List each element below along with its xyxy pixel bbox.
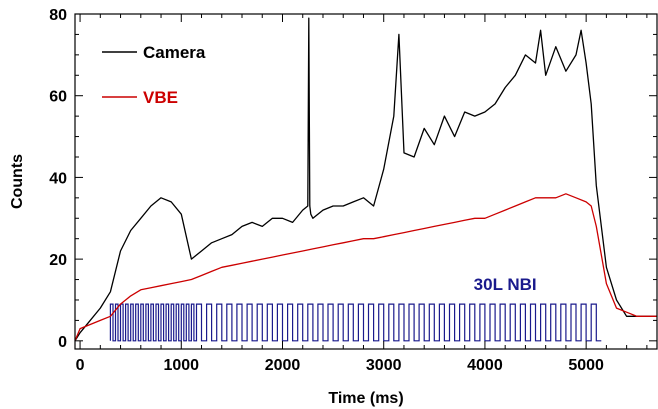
plot-frame (74, 13, 658, 350)
x-tick-label: 2000 (265, 357, 301, 374)
nbi-annotation: 30L NBI (474, 275, 537, 294)
x-tick-label: 0 (76, 357, 85, 374)
axis-ticks (75, 13, 657, 349)
y-axis-title: Counts (9, 154, 26, 209)
series-line-camera (74, 17, 657, 342)
y-tick-label: 20 (49, 252, 67, 269)
legend-label-camera: Camera (143, 43, 206, 62)
x-tick-label: 5000 (568, 357, 604, 374)
x-tick-label: 3000 (366, 357, 402, 374)
x-tick-label: 1000 (163, 357, 199, 374)
series-line-vbe (74, 193, 657, 342)
x-axis-title: Time (ms) (328, 390, 403, 407)
y-tick-label: 60 (49, 89, 67, 106)
legend-label-vbe: VBE (143, 88, 178, 107)
x-tick-label: 4000 (467, 357, 503, 374)
nbi-pulse-train (109, 303, 602, 342)
y-tick-label: 0 (58, 334, 67, 351)
nbi-pulse-path (109, 303, 602, 342)
y-tick-label: 80 (49, 7, 67, 24)
series-lines (74, 17, 657, 342)
legend: Camera VBE (102, 43, 206, 107)
y-tick-label: 40 (49, 170, 67, 187)
tick-labels: 0 1000 2000 3000 4000 5000 0 20 40 60 80 (49, 7, 604, 374)
